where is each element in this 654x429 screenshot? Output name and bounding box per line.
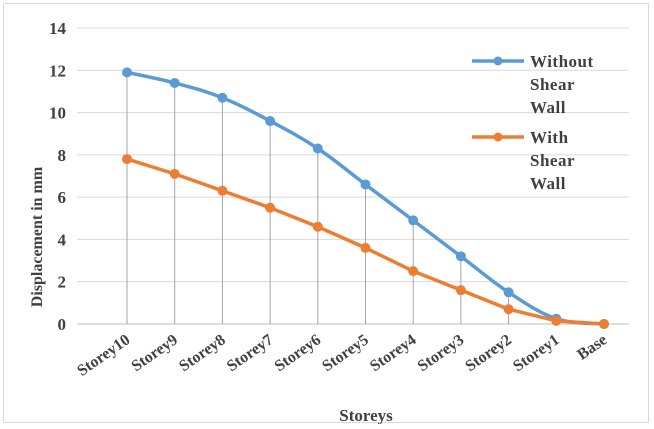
data-point	[599, 319, 609, 329]
legend: Without Shear Wall With Shear Wall	[472, 52, 594, 193]
data-point	[122, 67, 132, 78]
data-point	[503, 304, 514, 315]
legend-item: With Shear Wall	[472, 128, 575, 193]
y-tick-label: 0	[58, 315, 67, 334]
data-point	[503, 287, 514, 298]
x-tick-label: Storey10	[74, 331, 133, 379]
data-point	[408, 215, 419, 226]
data-point	[360, 179, 371, 190]
data-point	[265, 116, 276, 127]
data-point	[455, 285, 466, 296]
data-point	[551, 315, 562, 326]
data-point	[169, 77, 180, 88]
y-tick-label: 10	[49, 104, 66, 123]
x-axis-title: Storeys	[339, 406, 393, 424]
x-tick-label: Storey2	[462, 331, 514, 375]
y-tick-label: 4	[58, 230, 67, 249]
y-tick-label: 14	[49, 19, 67, 38]
legend-marker	[493, 56, 503, 66]
y-tick-label: 12	[49, 61, 66, 80]
legend-label: Without	[530, 52, 594, 71]
data-point	[408, 266, 419, 277]
legend-item: Without Shear Wall	[472, 52, 594, 117]
data-point	[312, 221, 323, 232]
legend-label: Wall	[530, 98, 566, 117]
y-tick-labels: 0 2 4 6 8 10 12 14	[49, 19, 67, 334]
x-tick-label: Storey6	[272, 331, 324, 375]
series-2	[122, 154, 609, 329]
x-tick-label: Storey1	[510, 331, 562, 375]
x-tick-label: Storey9	[129, 331, 181, 375]
data-point	[217, 185, 228, 196]
data-point	[360, 242, 371, 253]
x-tick-labels: Storey10Storey9Storey8Storey7Storey6Stor…	[74, 331, 610, 379]
legend-label: Shear	[530, 151, 575, 170]
data-point	[265, 202, 276, 213]
legend-label: With	[530, 128, 569, 147]
data-point	[217, 92, 228, 103]
y-tick-label: 8	[58, 146, 67, 165]
data-point	[122, 154, 132, 165]
data-point	[455, 251, 466, 262]
y-tick-label: 6	[58, 188, 67, 207]
legend-marker	[493, 132, 503, 142]
series	[122, 67, 609, 329]
data-point	[312, 143, 323, 154]
x-tick-label: Storey3	[415, 331, 467, 375]
legend-label: Shear	[530, 75, 575, 94]
x-tick-label: Storey8	[176, 331, 228, 375]
drop-lines	[126, 72, 557, 324]
y-tick-label: 2	[58, 273, 67, 292]
chart-frame: 0 2 4 6 8 10 12 14 Storey10 Storey9 Storey8 Storey…	[3, 3, 649, 425]
x-tick-label: Storey7	[224, 331, 276, 375]
x-tick-label: Storey4	[367, 331, 419, 375]
data-point	[169, 168, 180, 179]
y-axis-title: Displacement in mm	[29, 166, 46, 307]
x-tick-label: Storey5	[319, 331, 371, 375]
legend-label: Wall	[530, 174, 566, 193]
x-tick-label: Base	[574, 331, 610, 363]
gridlines	[77, 27, 629, 325]
